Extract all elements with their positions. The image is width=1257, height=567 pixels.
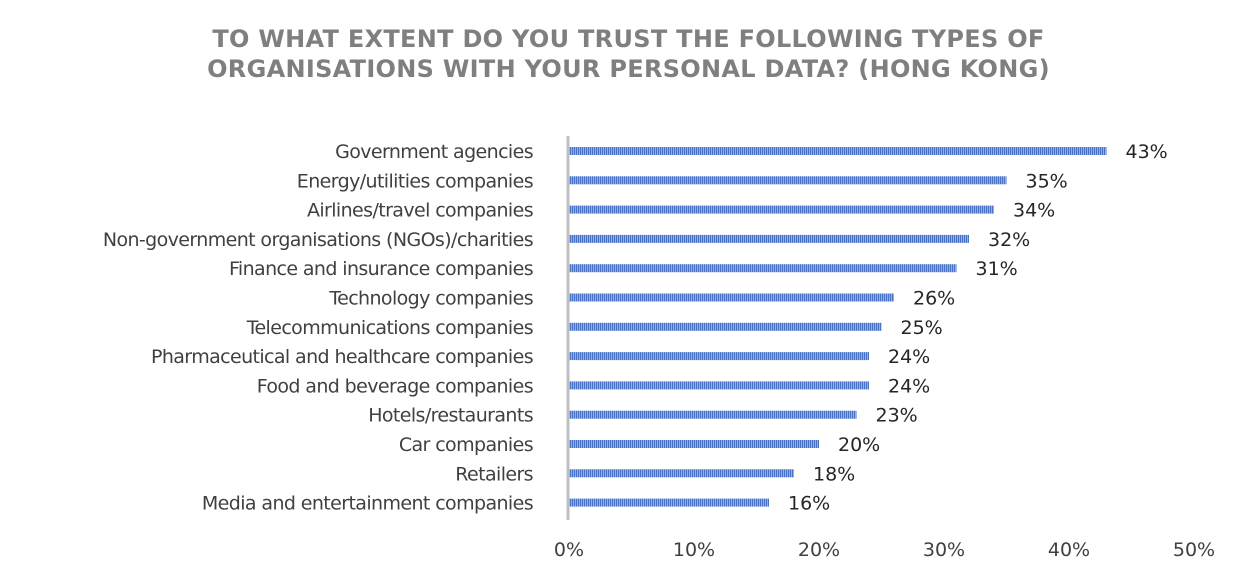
- chart-title-line-1: TO WHAT EXTENT DO YOU TRUST THE FOLLOWIN…: [212, 25, 1045, 53]
- bars-group: [569, 147, 1107, 507]
- bar-2: [569, 205, 994, 214]
- bar-0: [569, 147, 1107, 155]
- bar-5: [569, 293, 894, 302]
- category-label: Airlines/travel companies: [307, 200, 533, 222]
- bar-11: [569, 469, 794, 478]
- value-label: 18%: [813, 463, 855, 485]
- value-label: 23%: [876, 405, 918, 427]
- bar-9: [569, 410, 857, 419]
- x-tick-label: 50%: [1173, 539, 1215, 561]
- x-tick-label: 20%: [798, 539, 840, 561]
- category-labels-group: Government agencies Energy/utilities comp…: [103, 141, 534, 515]
- bar-3: [569, 234, 969, 243]
- value-label: 32%: [988, 229, 1030, 251]
- category-label: Non-government organisations (NGOs)/char…: [103, 229, 533, 251]
- category-label: Retailers: [455, 463, 533, 485]
- bar-4: [569, 264, 957, 273]
- value-label: 43%: [1126, 141, 1168, 163]
- chart-title-line-2: ORGANISATIONS WITH YOUR PERSONAL DATA? (…: [207, 55, 1050, 83]
- category-label: Hotels/restaurants: [368, 405, 533, 427]
- x-tick-label: 10%: [673, 539, 715, 561]
- category-label: Finance and insurance companies: [229, 258, 533, 280]
- chart-title: TO WHAT EXTENT DO YOU TRUST THE FOLLOWIN…: [0, 24, 1257, 84]
- value-label: 31%: [976, 258, 1018, 280]
- category-label: Telecommunications companies: [246, 317, 533, 339]
- bar-8: [569, 381, 869, 390]
- category-label: Food and beverage companies: [257, 375, 533, 397]
- value-labels-group: 43% 35% 34% 32% 31% 26% 25% 24% 24% 23% 20% 18% 16%: [788, 141, 1168, 515]
- category-label: Car companies: [399, 434, 533, 456]
- x-tick-label: 0%: [554, 539, 584, 561]
- category-label: Technology companies: [328, 288, 533, 310]
- value-label: 34%: [1013, 200, 1055, 222]
- bar-10: [569, 440, 819, 448]
- value-label: 25%: [901, 317, 943, 339]
- bar-12: [569, 498, 769, 507]
- category-label: Energy/utilities companies: [297, 170, 533, 192]
- category-label: Media and entertainment companies: [202, 493, 533, 515]
- value-label: 35%: [1026, 170, 1068, 192]
- x-tick-labels-group: 0% 10% 20% 30% 40% 50%: [554, 539, 1215, 561]
- value-label: 24%: [888, 375, 930, 397]
- bar-6: [569, 322, 882, 331]
- x-tick-label: 40%: [1048, 539, 1090, 561]
- bar-7: [569, 352, 869, 361]
- value-label: 24%: [888, 346, 930, 368]
- bar-1: [569, 176, 1007, 185]
- value-label: 26%: [913, 288, 955, 310]
- category-label: Pharmaceutical and healthcare companies: [151, 346, 533, 368]
- value-label: 20%: [838, 434, 880, 456]
- category-label: Government agencies: [335, 141, 533, 163]
- value-label: 16%: [788, 493, 830, 515]
- x-tick-label: 30%: [923, 539, 965, 561]
